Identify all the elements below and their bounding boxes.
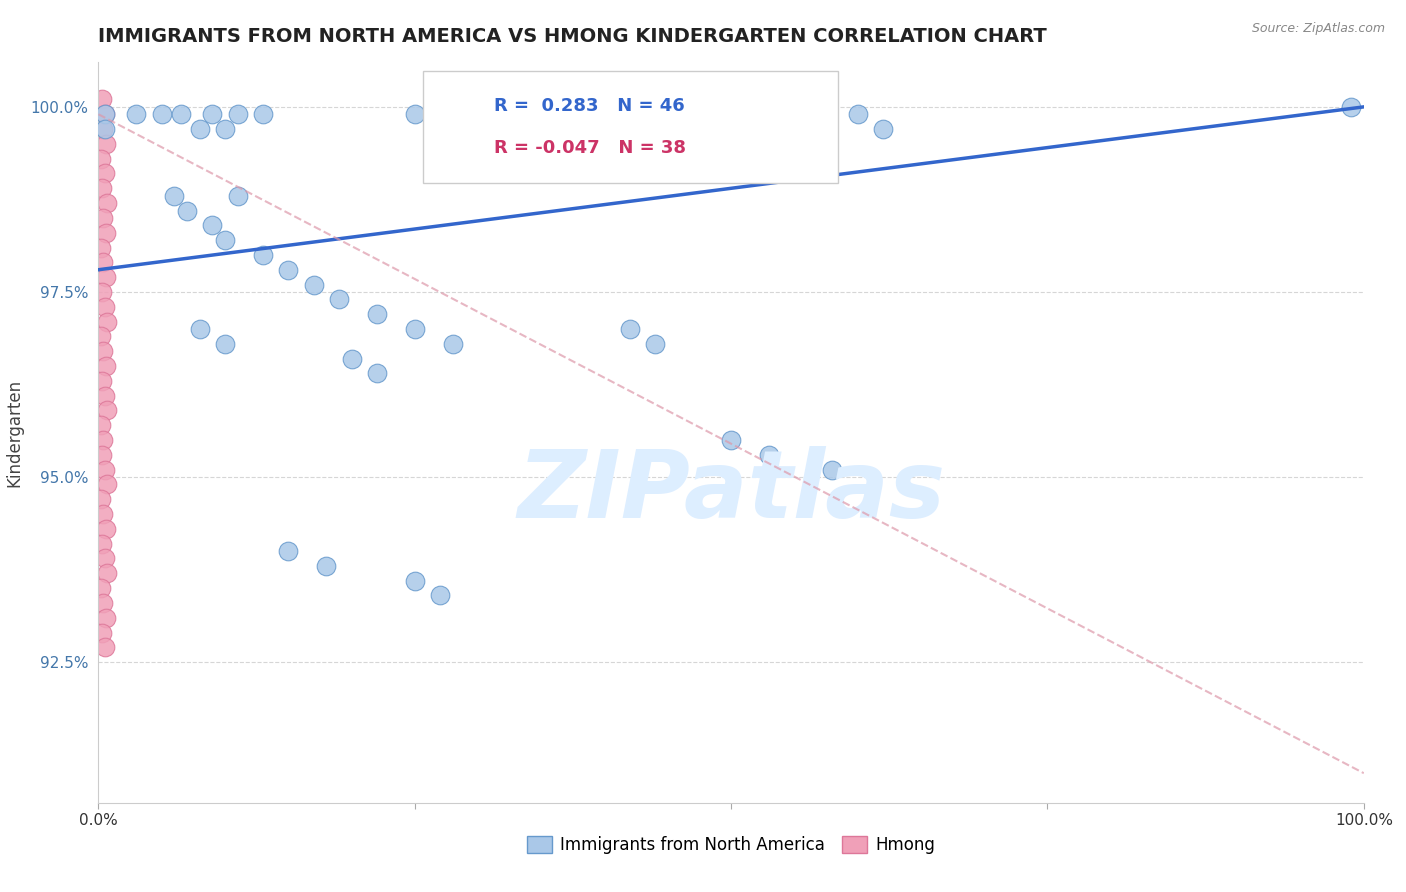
- Point: [91, 374, 114, 388]
- Point: [644, 336, 666, 351]
- Text: Source: ZipAtlas.com: Source: ZipAtlas.com: [1251, 22, 1385, 36]
- Point: [872, 122, 894, 136]
- Point: [758, 448, 780, 462]
- Point: [93, 255, 115, 269]
- Point: [188, 322, 211, 336]
- Point: [404, 574, 426, 588]
- Point: [91, 93, 114, 107]
- Point: [277, 544, 299, 558]
- Point: [277, 262, 299, 277]
- Point: [90, 329, 112, 343]
- Point: [163, 188, 186, 202]
- Point: [1340, 100, 1362, 114]
- Point: [93, 433, 115, 447]
- Point: [90, 492, 112, 507]
- Point: [555, 107, 578, 121]
- Point: [93, 107, 117, 121]
- Point: [96, 315, 118, 329]
- Point: [96, 566, 118, 581]
- Point: [94, 359, 117, 373]
- Point: [91, 285, 114, 299]
- Point: [94, 226, 117, 240]
- Point: [150, 107, 173, 121]
- Point: [846, 107, 869, 121]
- Point: [94, 270, 117, 285]
- Point: [93, 596, 115, 610]
- Point: [404, 107, 426, 121]
- Point: [91, 448, 114, 462]
- Point: [93, 344, 115, 359]
- Point: [201, 219, 224, 233]
- Point: [252, 107, 274, 121]
- Point: [90, 418, 112, 433]
- Point: [93, 122, 117, 136]
- Point: [226, 188, 249, 202]
- Point: [93, 507, 115, 521]
- Point: [328, 293, 350, 307]
- Text: R = -0.047   N = 38: R = -0.047 N = 38: [494, 139, 686, 157]
- Point: [467, 107, 489, 121]
- Point: [252, 248, 274, 262]
- Text: ZIPatlas: ZIPatlas: [517, 446, 945, 538]
- Point: [93, 463, 117, 477]
- Point: [96, 477, 118, 491]
- Point: [366, 307, 388, 321]
- Point: [745, 107, 768, 121]
- Point: [214, 122, 236, 136]
- Point: [93, 107, 117, 121]
- Point: [441, 336, 464, 351]
- Point: [214, 233, 236, 247]
- Y-axis label: Kindergarten: Kindergarten: [6, 378, 24, 487]
- Point: [91, 625, 114, 640]
- Point: [94, 522, 117, 536]
- Point: [720, 433, 742, 447]
- Text: IMMIGRANTS FROM NORTH AMERICA VS HMONG KINDERGARTEN CORRELATION CHART: IMMIGRANTS FROM NORTH AMERICA VS HMONG K…: [98, 27, 1047, 45]
- Point: [93, 211, 115, 225]
- Point: [93, 300, 117, 314]
- Point: [90, 152, 112, 166]
- Point: [366, 367, 388, 381]
- Text: R =  0.283   N = 46: R = 0.283 N = 46: [494, 97, 685, 115]
- Point: [93, 640, 117, 655]
- Point: [125, 107, 148, 121]
- Point: [201, 107, 224, 121]
- Point: [94, 611, 117, 625]
- Point: [91, 537, 114, 551]
- Point: [91, 181, 114, 195]
- Point: [770, 122, 793, 136]
- Point: [315, 558, 337, 573]
- Point: [176, 203, 198, 218]
- Point: [169, 107, 191, 121]
- Point: [340, 351, 363, 366]
- Point: [821, 463, 844, 477]
- Point: [90, 241, 112, 255]
- Point: [96, 403, 118, 417]
- Point: [429, 589, 451, 603]
- Point: [93, 389, 117, 403]
- Point: [619, 322, 641, 336]
- Point: [404, 322, 426, 336]
- Point: [94, 136, 117, 151]
- Point: [188, 122, 211, 136]
- Point: [96, 196, 118, 211]
- Point: [214, 336, 236, 351]
- Point: [93, 551, 117, 566]
- Point: [93, 167, 117, 181]
- Point: [606, 122, 628, 136]
- Point: [93, 122, 115, 136]
- Point: [530, 107, 553, 121]
- Legend: Immigrants from North America, Hmong: Immigrants from North America, Hmong: [520, 830, 942, 861]
- Point: [581, 107, 603, 121]
- Point: [226, 107, 249, 121]
- Point: [302, 277, 325, 292]
- Point: [90, 581, 112, 595]
